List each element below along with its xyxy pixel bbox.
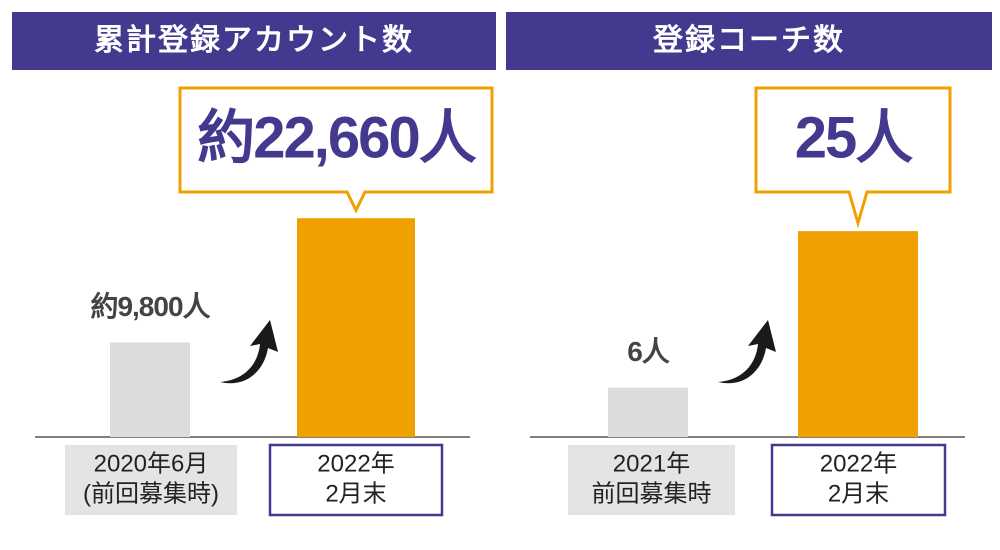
category-box xyxy=(268,443,444,517)
callout-box xyxy=(754,86,952,229)
value-label: 6人 xyxy=(627,336,670,367)
category-box xyxy=(770,443,947,517)
chart-title: 累計登録アカウント数 xyxy=(94,23,414,57)
chart-title: 登録コーチ数 xyxy=(652,23,845,57)
value-label: 約9,800人 xyxy=(90,290,210,322)
trend-arrow xyxy=(718,320,776,384)
value-label: 約22,660人 xyxy=(197,105,476,170)
bar xyxy=(608,387,688,437)
category-label: (前回募集時) xyxy=(83,480,219,507)
callout-box xyxy=(178,86,494,214)
category-label: 2022年 xyxy=(820,450,897,477)
category-label: 2021年 xyxy=(613,450,690,477)
category-box xyxy=(65,445,237,515)
category-label: 2月末 xyxy=(325,480,386,507)
bar xyxy=(110,342,190,437)
title-banner xyxy=(12,12,496,70)
category-label: 2月末 xyxy=(828,480,889,507)
category-label: 前回募集時 xyxy=(592,480,712,507)
value-label: 25人 xyxy=(795,105,914,170)
trend-arrow xyxy=(220,320,278,384)
category-box xyxy=(568,445,735,515)
category-label: 2020年6月 xyxy=(94,450,209,477)
title-banner xyxy=(506,12,992,70)
bar xyxy=(297,218,415,437)
category-label: 2022年 xyxy=(317,450,394,477)
bar xyxy=(798,231,918,437)
